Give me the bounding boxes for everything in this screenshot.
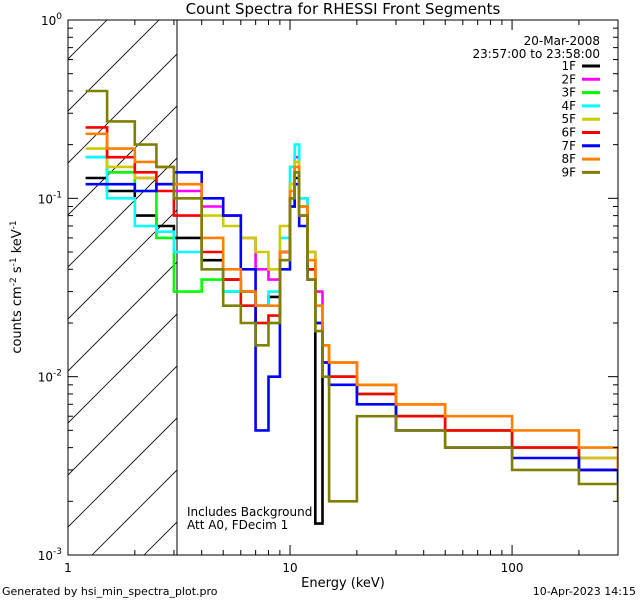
hatch-line-3	[68, 20, 160, 112]
series-line-1F	[85, 176, 618, 525]
footer-timestamp: 10-Apr-2023 14:15	[533, 585, 636, 598]
series-layer	[85, 89, 618, 525]
hatch-line-6	[68, 157, 177, 268]
series-line-3F	[85, 155, 618, 472]
x-tick-label-2: 100	[501, 561, 524, 575]
y-tick-label-0: 10-3	[38, 547, 62, 563]
legend-label-9F: 9F	[561, 165, 576, 179]
y-axis-label-part-a: counts cm	[10, 286, 25, 353]
legend-label-1F: 1F	[561, 59, 576, 73]
hatch-line-4	[68, 53, 177, 164]
y-tick-label-1: 10-2	[38, 369, 62, 385]
chart-title: Count Spectra for RHESSI Front Segments	[186, 0, 501, 18]
y-axis-label-part-c: s	[10, 266, 25, 277]
series-line-6F	[85, 126, 618, 472]
x-axis-label: Energy (keV)	[301, 576, 385, 591]
y-tick-label-base-2: 10	[38, 192, 53, 206]
y-tick-label-3: 100	[41, 12, 62, 28]
hatch-line-2	[68, 20, 108, 60]
y-tick-label-exp-1: -2	[53, 369, 62, 379]
y-axis-label-part-f: -1	[9, 220, 19, 229]
legend-label-3F: 3F	[561, 86, 576, 100]
annotation-attenuator: Att A0, FDecim 1	[187, 518, 288, 532]
series-line-7F	[85, 171, 618, 484]
y-tick-label-base-1: 10	[38, 371, 53, 385]
series-line-5F	[85, 147, 618, 470]
x-axis: 1 10 100	[64, 20, 619, 575]
hatch-line-7	[68, 209, 177, 320]
hatch-line-11	[68, 417, 177, 528]
y-axis-label-part-d: -1	[9, 257, 19, 266]
time-range-label: 23:57:00 to 23:58:00	[473, 47, 600, 61]
date-label: 20-Mar-2008	[524, 34, 600, 48]
y-tick-label-base-0: 10	[38, 549, 53, 563]
plot-frame	[67, 19, 619, 556]
series-line-9F	[85, 89, 618, 503]
shaded-region	[68, 20, 177, 555]
x-tick-label-1: 10	[282, 561, 297, 575]
y-axis-label: counts cm-2 s-1 keV-1	[9, 220, 25, 353]
y-tick-label-base-3: 10	[41, 14, 56, 28]
legend-label-5F: 5F	[561, 112, 576, 126]
legend-label-8F: 8F	[561, 152, 576, 166]
legend-label-6F: 6F	[561, 126, 576, 140]
annotation-background: Includes Background	[187, 505, 312, 519]
y-tick-label-exp-2: -1	[53, 190, 62, 200]
footer-generated-by: Generated by hsi_min_spectra_plot.pro	[2, 585, 218, 598]
legend-label-4F: 4F	[561, 99, 576, 113]
series-line-2F	[85, 155, 618, 470]
series-line-4F	[85, 143, 618, 472]
x-tick-label-0: 1	[64, 561, 72, 575]
y-tick-label-2: 10-1	[38, 190, 62, 206]
legend-label-7F: 7F	[561, 139, 576, 153]
hatch-line-10	[68, 365, 177, 476]
y-tick-label-exp-3: 0	[56, 12, 62, 22]
legend-label-2F: 2F	[561, 72, 576, 86]
y-axis-label-part-e: keV	[10, 229, 25, 257]
y-axis-label-part-b: -2	[9, 277, 19, 286]
y-tick-label-exp-0: -3	[53, 547, 62, 557]
